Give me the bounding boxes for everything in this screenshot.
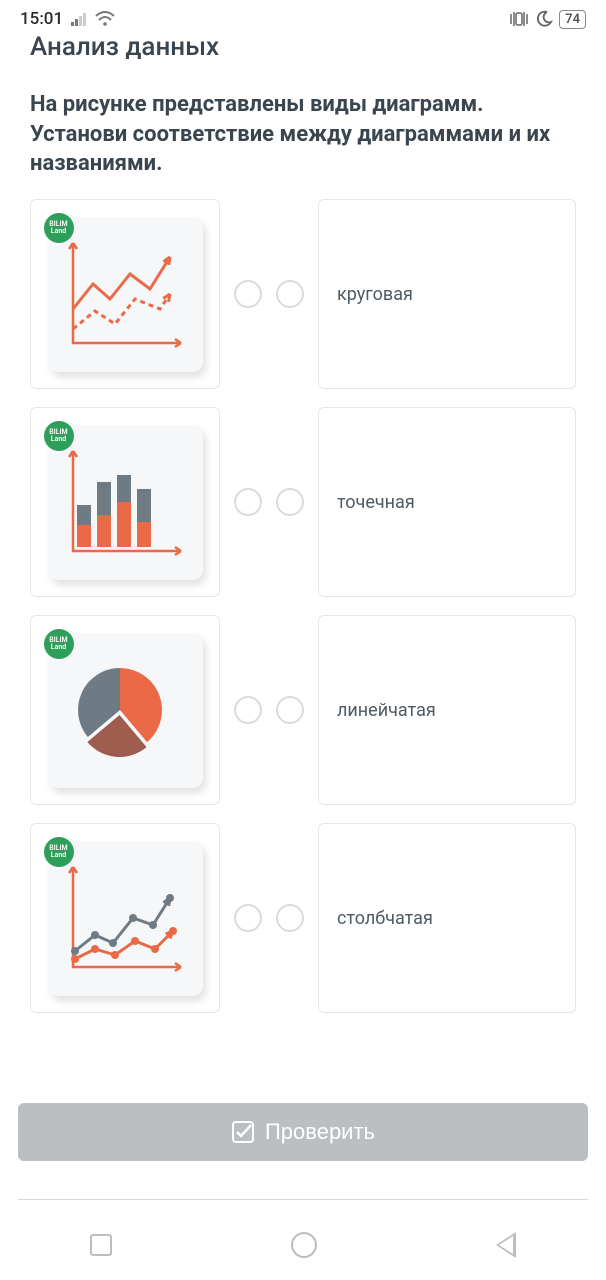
label-card[interactable]: линейчатая: [318, 615, 576, 805]
match-dot-right[interactable]: [276, 280, 304, 308]
match-row: BILIMLand столбчатая: [30, 823, 576, 1013]
chart-label: точечная: [337, 492, 415, 513]
status-time: 15:01: [20, 9, 63, 29]
match-dot-left[interactable]: [234, 488, 262, 516]
chart-card[interactable]: BILIMLand: [30, 199, 220, 389]
battery-indicator: 74: [559, 10, 586, 29]
nav-back-icon[interactable]: [496, 1232, 516, 1258]
matching-rows: BILIMLand круговая BILIMLand точечная: [0, 199, 606, 1013]
question-text: На рисунке представлены виды диаграмм. У…: [0, 90, 606, 199]
brand-badge: BILIMLand: [44, 837, 74, 867]
signal-icon: [71, 12, 87, 26]
wifi-icon: [95, 11, 115, 27]
chart-card[interactable]: BILIMLand: [30, 615, 220, 805]
page-title: Анализ данных: [0, 32, 606, 90]
chart-label: столбчатая: [337, 908, 433, 929]
label-card[interactable]: круговая: [318, 199, 576, 389]
chart-label: линейчатая: [337, 700, 436, 721]
check-icon: [231, 1120, 255, 1144]
nav-home-icon[interactable]: [291, 1232, 317, 1258]
match-dot-right[interactable]: [276, 696, 304, 724]
brand-badge: BILIMLand: [44, 421, 74, 451]
check-button[interactable]: Проверить: [18, 1103, 588, 1161]
match-dot-left[interactable]: [234, 280, 262, 308]
brand-badge: BILIMLand: [44, 629, 74, 659]
check-button-label: Проверить: [265, 1119, 375, 1145]
match-dot-right[interactable]: [276, 904, 304, 932]
match-dot-right[interactable]: [276, 488, 304, 516]
match-row: BILIMLand круговая: [30, 199, 576, 389]
match-dot-left[interactable]: [234, 696, 262, 724]
chart-card[interactable]: BILIMLand: [30, 823, 220, 1013]
android-nav-bar: [0, 1210, 606, 1280]
divider: [18, 1199, 588, 1200]
nav-recent-icon[interactable]: [90, 1234, 112, 1256]
moon-icon: [535, 10, 553, 28]
chart-label: круговая: [337, 284, 413, 305]
vibrate-icon: [509, 10, 529, 28]
match-row: BILIMLand точечная: [30, 407, 576, 597]
label-card[interactable]: столбчатая: [318, 823, 576, 1013]
chart-card[interactable]: BILIMLand: [30, 407, 220, 597]
match-row: BILIMLand линейчатая: [30, 615, 576, 805]
label-card[interactable]: точечная: [318, 407, 576, 597]
brand-badge: BILIMLand: [44, 213, 74, 243]
match-dot-left[interactable]: [234, 904, 262, 932]
